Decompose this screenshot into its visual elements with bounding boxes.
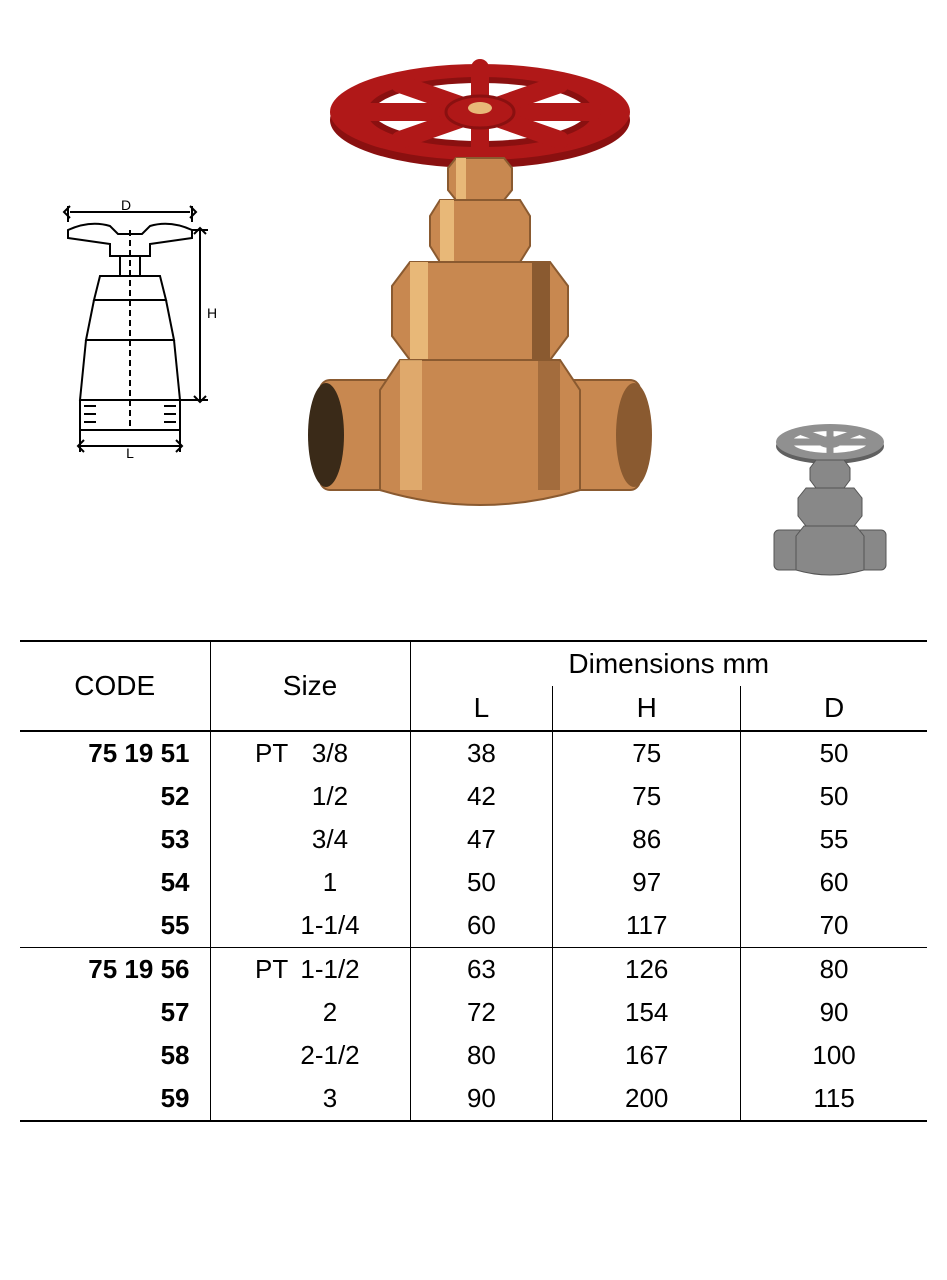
cell-h: 86: [553, 818, 741, 861]
cell-l: 90: [410, 1077, 553, 1121]
table-row: 551-1/46011770: [20, 904, 927, 948]
cell-size: 1/2: [210, 775, 410, 818]
cell-h: 75: [553, 731, 741, 775]
cell-l: 60: [410, 904, 553, 948]
table-row: 533/4478655: [20, 818, 927, 861]
col-header-d: D: [741, 686, 927, 731]
schematic-label-h: H: [207, 305, 217, 321]
cell-h: 154: [553, 991, 741, 1034]
dimension-table-element: CODE Size Dimensions mm L H D 75 19 51PT…: [20, 640, 927, 1122]
main-valve-photo: [280, 50, 680, 530]
cell-size: 2: [210, 991, 410, 1034]
table-row: 582-1/280167100: [20, 1034, 927, 1077]
cell-h: 126: [553, 948, 741, 992]
cell-h: 75: [553, 775, 741, 818]
cell-l: 63: [410, 948, 553, 992]
cell-d: 55: [741, 818, 927, 861]
cell-l: 47: [410, 818, 553, 861]
cell-l: 72: [410, 991, 553, 1034]
cell-size: 3: [210, 1077, 410, 1121]
cell-d: 100: [741, 1034, 927, 1077]
cell-d: 80: [741, 948, 927, 992]
cell-h: 200: [553, 1077, 741, 1121]
cell-d: 115: [741, 1077, 927, 1121]
cell-h: 97: [553, 861, 741, 904]
page: D H L: [0, 0, 947, 1280]
cell-l: 50: [410, 861, 553, 904]
cell-code: 58: [20, 1034, 210, 1077]
table-row: 541509760: [20, 861, 927, 904]
table-row: 5727215490: [20, 991, 927, 1034]
cell-size: 3/4: [210, 818, 410, 861]
cell-size: PT1-1/2: [210, 948, 410, 992]
cell-code: 75 19 56: [20, 948, 210, 992]
col-header-h: H: [553, 686, 741, 731]
cell-size: 1-1/4: [210, 904, 410, 948]
cell-d: 60: [741, 861, 927, 904]
cell-l: 38: [410, 731, 553, 775]
cell-l: 80: [410, 1034, 553, 1077]
col-header-dimensions: Dimensions mm: [410, 641, 927, 686]
cell-l: 42: [410, 775, 553, 818]
col-header-code: CODE: [20, 641, 210, 731]
small-valve-photo: [760, 420, 900, 580]
dimension-table: CODE Size Dimensions mm L H D 75 19 51PT…: [20, 640, 927, 1122]
cell-code: 57: [20, 991, 210, 1034]
table-row: 521/2427550: [20, 775, 927, 818]
cell-d: 90: [741, 991, 927, 1034]
cell-code: 75 19 51: [20, 731, 210, 775]
schematic-label-l: L: [126, 445, 134, 460]
cell-code: 52: [20, 775, 210, 818]
cell-code: 59: [20, 1077, 210, 1121]
cell-code: 55: [20, 904, 210, 948]
cell-size: 1: [210, 861, 410, 904]
col-header-l: L: [410, 686, 553, 731]
schematic-label-d: D: [121, 200, 131, 213]
cell-code: 53: [20, 818, 210, 861]
cell-d: 50: [741, 731, 927, 775]
cell-d: 50: [741, 775, 927, 818]
table-body: 75 19 51PT3/8387550521/2427550533/447865…: [20, 731, 927, 1121]
figure-area: D H L: [0, 0, 947, 600]
dimensional-schematic: D H L: [40, 200, 220, 460]
cell-h: 117: [553, 904, 741, 948]
table-row: 75 19 51PT3/8387550: [20, 731, 927, 775]
col-header-size: Size: [210, 641, 410, 731]
cell-h: 167: [553, 1034, 741, 1077]
table-row: 75 19 56PT1-1/26312680: [20, 948, 927, 992]
cell-d: 70: [741, 904, 927, 948]
table-row: 59390200115: [20, 1077, 927, 1121]
cell-size: 2-1/2: [210, 1034, 410, 1077]
cell-size: PT3/8: [210, 731, 410, 775]
cell-code: 54: [20, 861, 210, 904]
